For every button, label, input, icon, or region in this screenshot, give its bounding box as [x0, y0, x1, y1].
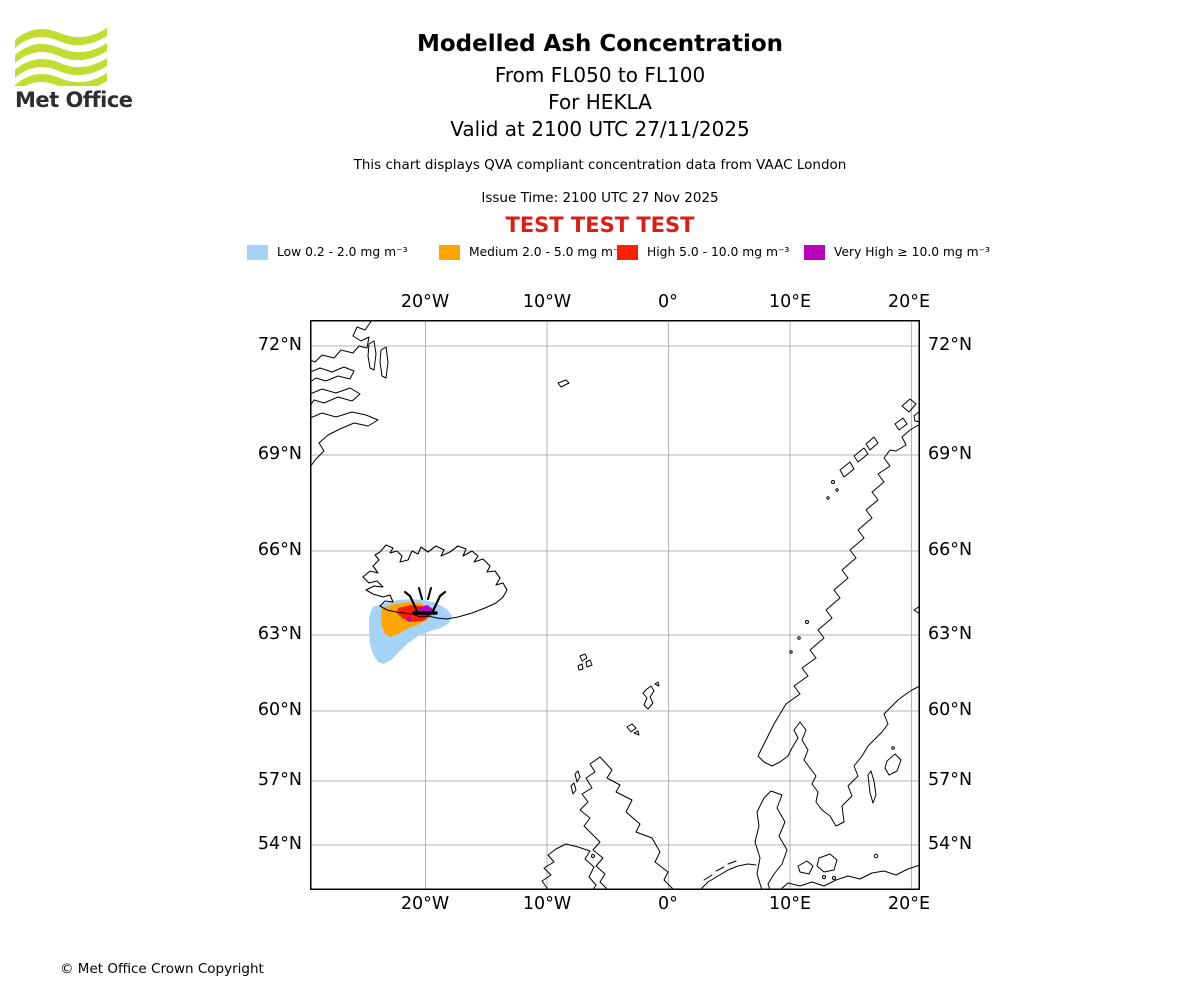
legend-label-very-high: Very High ≥ 10.0 mg m⁻³	[834, 245, 991, 259]
coastline-oland-gotland	[867, 753, 902, 804]
legend-label-medium: Medium 2.0 - 5.0 mg m⁻³	[469, 245, 625, 259]
chart-description: This chart displays QVA compliant concen…	[353, 157, 847, 173]
lon-label-top-20w: 20°W	[400, 292, 450, 312]
lon-label-bottom-10e: 10°E	[768, 894, 812, 914]
coastline-danish-islands	[822, 853, 879, 880]
ash-plume	[369, 599, 452, 664]
coastline-gotska	[891, 746, 895, 750]
coastline-faroes-shetland-orkney-hebrides	[570, 653, 660, 795]
page-title: Modelled Ash Concentration	[416, 31, 784, 57]
lat-label-left-54n: 54°N	[257, 834, 302, 854]
map-frame	[310, 320, 920, 890]
coastline-netherlands-germany	[699, 860, 757, 890]
lat-label-left-57n: 57°N	[257, 770, 302, 790]
coastline-greenland	[310, 320, 389, 468]
coastline-jan-mayen	[557, 379, 570, 388]
legend-swatch-medium	[439, 244, 460, 260]
legend-swatch-high	[617, 244, 638, 260]
ash-plume-very-high-spot	[406, 616, 412, 622]
coastline-isle-of-man	[591, 854, 595, 858]
map-svg	[310, 320, 920, 890]
subtitle-volcano: For HEKLA	[548, 90, 652, 114]
lon-label-bottom-20w: 20°W	[400, 894, 450, 914]
graticule	[310, 320, 920, 890]
lat-label-right-63n: 63°N	[928, 624, 973, 644]
lat-label-right-60n: 60°N	[928, 700, 973, 720]
lat-label-right-72n: 72°N	[928, 335, 973, 355]
subtitle-flight-levels: From FL050 to FL100	[494, 63, 706, 87]
lon-label-top-10e: 10°E	[768, 292, 812, 312]
lat-label-right-54n: 54°N	[928, 834, 973, 854]
lon-label-top-0: 0°	[658, 292, 678, 312]
map-plot	[310, 320, 920, 890]
lat-label-left-63n: 63°N	[257, 624, 302, 644]
test-banner: TEST TEST TEST	[505, 213, 695, 237]
lat-label-right-69n: 69°N	[928, 444, 973, 464]
lat-label-left-72n: 72°N	[257, 335, 302, 355]
lat-label-left-60n: 60°N	[257, 700, 302, 720]
lon-label-top-10w: 10°W	[522, 292, 572, 312]
legend-swatch-very-high	[804, 244, 825, 260]
volcano-marker	[403, 587, 447, 615]
coastline-iceland	[362, 544, 508, 620]
subtitle-valid-time: Valid at 2100 UTC 27/11/2025	[450, 117, 750, 141]
coastline-baltic-south	[779, 864, 920, 890]
lon-label-bottom-10w: 10°W	[522, 894, 572, 914]
lat-label-left-69n: 69°N	[257, 444, 302, 464]
met-office-logo-text: Met Office	[15, 88, 133, 112]
coastline-denmark	[754, 790, 838, 890]
legend-label-high: High 5.0 - 10.0 mg m⁻³	[647, 245, 790, 259]
coastline-norway-skerries	[789, 480, 839, 654]
lon-label-bottom-0: 0°	[658, 894, 678, 914]
coastline-norway-sweden	[757, 423, 920, 827]
lon-label-bottom-20e: 20°E	[887, 894, 931, 914]
legend-label-low: Low 0.2 - 2.0 mg m⁻³	[277, 245, 408, 259]
coastline-great-britain	[579, 756, 675, 890]
legend-item-high: High 5.0 - 10.0 mg m⁻³	[617, 243, 789, 261]
lon-label-top-20e: 20°E	[887, 292, 931, 312]
legend-item-low: Low 0.2 - 2.0 mg m⁻³	[247, 243, 408, 261]
met-office-logo: Met Office	[15, 24, 135, 119]
legend-item-medium: Medium 2.0 - 5.0 mg m⁻³	[439, 243, 624, 261]
coastline-ireland	[541, 843, 597, 890]
coastline-lofoten-north-islands	[839, 398, 920, 478]
lat-label-right-66n: 66°N	[928, 540, 973, 560]
lat-label-left-66n: 66°N	[257, 540, 302, 560]
legend-item-very-high: Very High ≥ 10.0 mg m⁻³	[804, 243, 990, 261]
legend-swatch-low	[247, 244, 268, 260]
issue-time: Issue Time: 2100 UTC 27 Nov 2025	[481, 190, 719, 206]
lat-label-right-57n: 57°N	[928, 770, 973, 790]
copyright: © Met Office Crown Copyright	[60, 961, 264, 977]
